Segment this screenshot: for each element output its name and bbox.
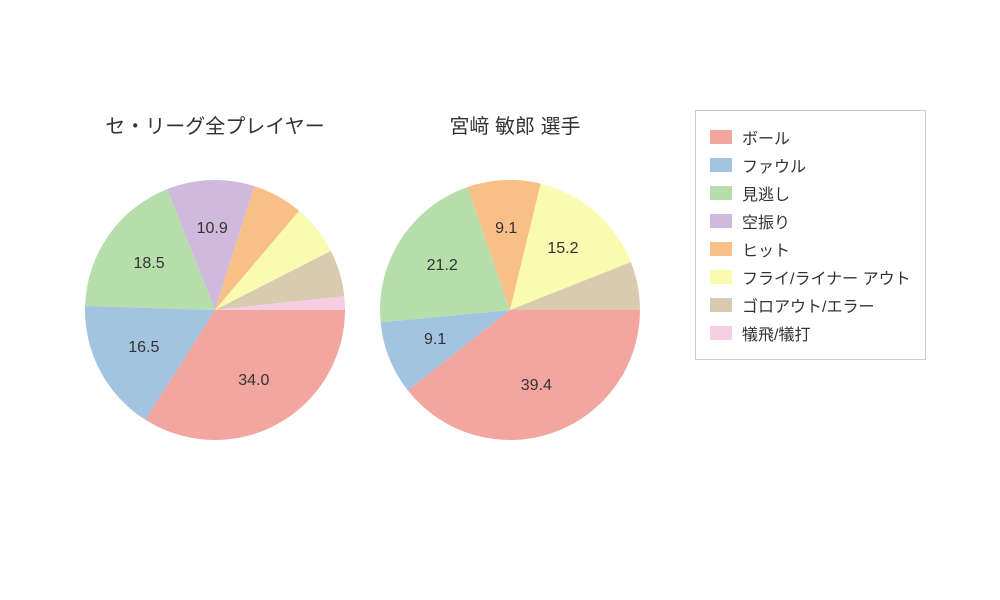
legend-label-goro: ゴロアウト/エラー	[742, 293, 874, 317]
legend-label-hit: ヒット	[742, 237, 790, 261]
legend-item-karaburi: 空振り	[710, 209, 911, 233]
legend: ボールファウル見逃し空振りヒットフライ/ライナー アウトゴロアウト/エラー犠飛/…	[695, 110, 926, 360]
legend-label-ball: ボール	[742, 125, 790, 149]
legend-item-gida: 犠飛/犠打	[710, 321, 911, 345]
legend-swatch-goro	[710, 298, 732, 312]
legend-item-ball: ボール	[710, 125, 911, 149]
legend-item-hit: ヒット	[710, 237, 911, 261]
legend-swatch-foul	[710, 158, 732, 172]
legend-label-fly: フライ/ライナー アウト	[742, 265, 911, 289]
pie-chart-player: 39.49.121.29.115.2	[380, 180, 640, 440]
legend-swatch-karaburi	[710, 214, 732, 228]
legend-item-foul: ファウル	[710, 153, 911, 177]
legend-swatch-gida	[710, 326, 732, 340]
chart-stage: セ・リーグ全プレイヤー 宮﨑 敏郎 選手 34.016.518.510.9 39…	[0, 0, 1000, 600]
legend-swatch-fly	[710, 270, 732, 284]
legend-item-minogashi: 見逃し	[710, 181, 911, 205]
legend-label-gida: 犠飛/犠打	[742, 321, 810, 345]
pie-title-league: セ・リーグ全プレイヤー	[105, 110, 325, 139]
legend-label-foul: ファウル	[742, 153, 806, 177]
legend-label-karaburi: 空振り	[742, 209, 790, 233]
legend-swatch-minogashi	[710, 186, 732, 200]
legend-label-minogashi: 見逃し	[742, 181, 790, 205]
pie-title-player: 宮﨑 敏郎 選手	[425, 110, 605, 139]
legend-swatch-hit	[710, 242, 732, 256]
pie-chart-league: 34.016.518.510.9	[85, 180, 345, 440]
legend-item-fly: フライ/ライナー アウト	[710, 265, 911, 289]
legend-item-goro: ゴロアウト/エラー	[710, 293, 911, 317]
legend-swatch-ball	[710, 130, 732, 144]
